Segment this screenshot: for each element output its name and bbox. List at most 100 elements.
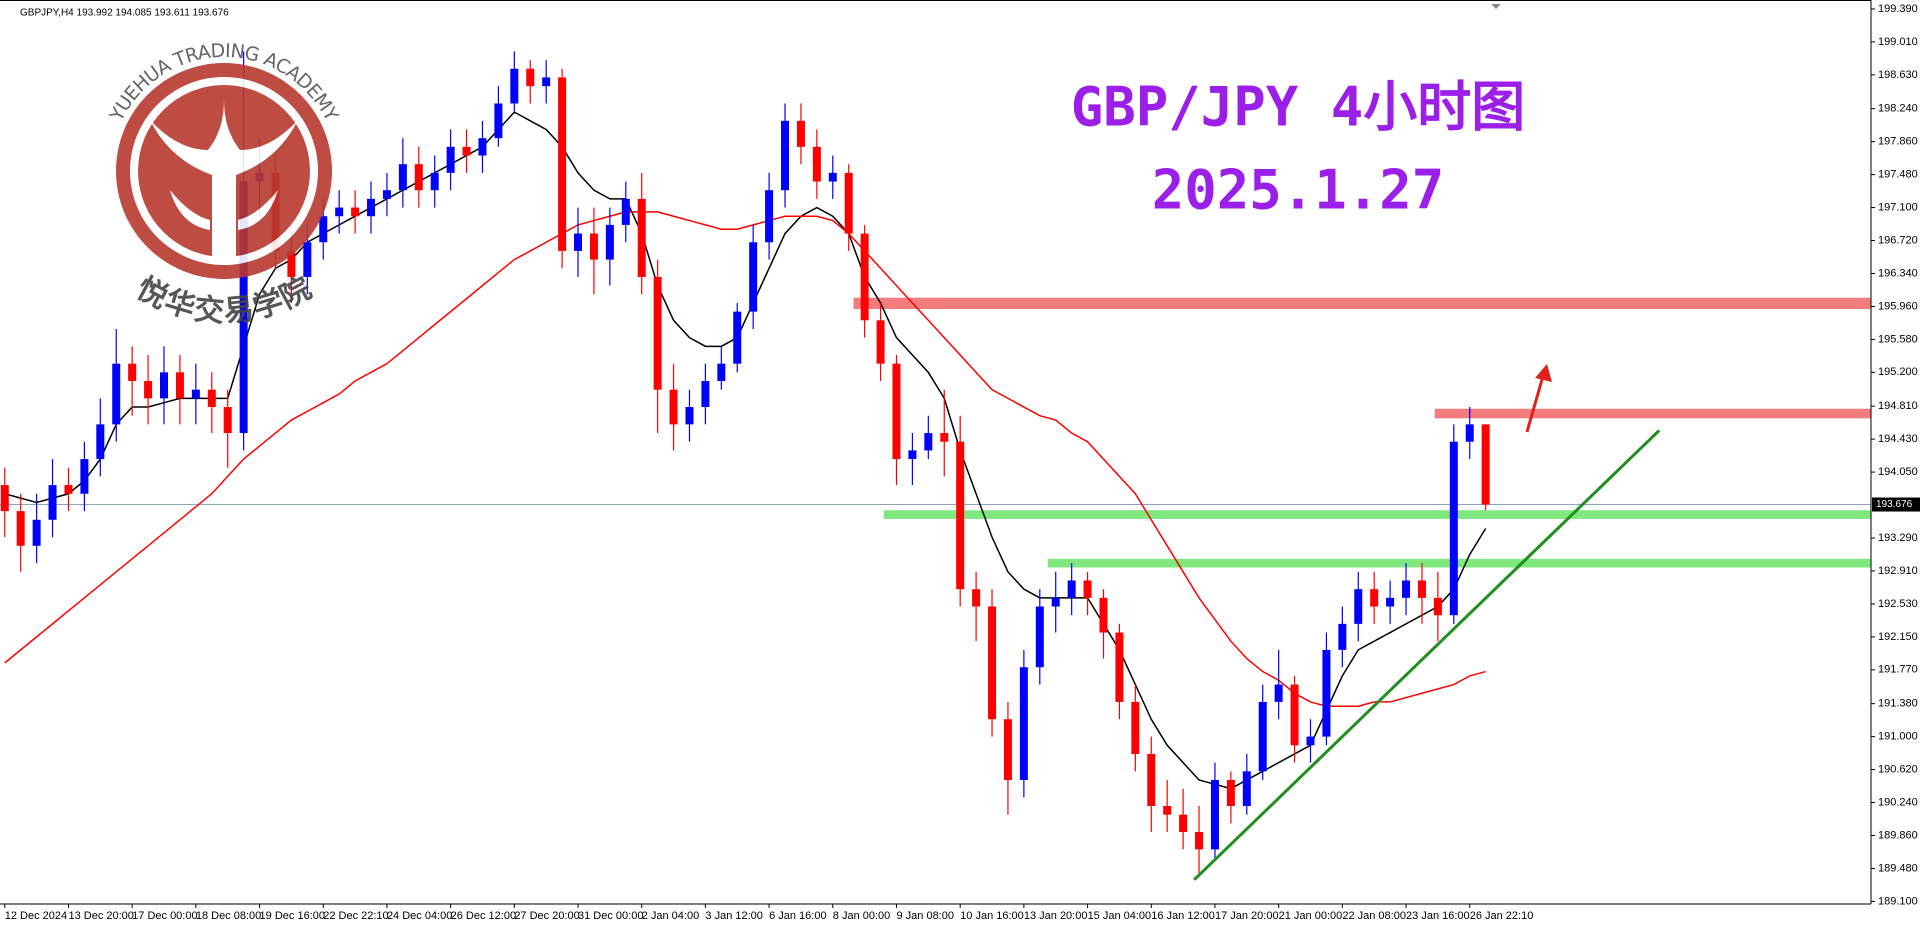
y-tick-label: 195.580: [1878, 333, 1918, 345]
candle-body: [1163, 805, 1172, 815]
y-tick-label: 192.910: [1878, 565, 1918, 577]
candle-body: [1290, 684, 1299, 746]
y-tick-label: 199.390: [1878, 3, 1918, 15]
x-tick-label: 19 Dec 16:00: [260, 910, 325, 922]
candle-body: [637, 198, 646, 277]
current-price-box: [1872, 497, 1920, 512]
x-tick-label: 9 Jan 08:00: [896, 910, 954, 922]
candle-body: [223, 407, 232, 434]
y-tick-label: 199.010: [1878, 36, 1918, 48]
candle-body: [1322, 649, 1331, 737]
candle-body: [876, 320, 885, 364]
y-tick-label: 198.630: [1878, 69, 1918, 81]
arrow-shaft: [1525, 375, 1545, 433]
candle-body: [796, 120, 805, 147]
candle-body: [685, 407, 694, 425]
candle-body: [1115, 632, 1124, 702]
candle-body: [1147, 753, 1156, 806]
candle-body: [749, 242, 758, 312]
candle-body: [144, 381, 153, 399]
x-tick-label: 17 Dec 00:00: [132, 910, 197, 922]
candle-body: [765, 190, 774, 243]
candle-body: [701, 381, 710, 408]
scroll-marker: [1491, 4, 1501, 9]
price-zone: [853, 297, 1871, 310]
current-price-label: 193.676: [1876, 499, 1913, 510]
candle-body: [303, 242, 312, 277]
candle-body: [1067, 580, 1076, 598]
y-tick-label: 193.290: [1878, 532, 1918, 544]
candle-body: [1481, 424, 1490, 505]
candle-body: [0, 485, 9, 512]
candle-body: [844, 172, 853, 234]
candle-body: [239, 181, 248, 434]
candle-body: [287, 250, 296, 277]
candle-body: [1242, 771, 1251, 806]
candle-body: [1433, 597, 1442, 616]
chart-subtitle: 2025.1.27: [1152, 159, 1445, 222]
candle-body: [892, 363, 901, 460]
y-tick-label: 197.860: [1878, 136, 1918, 148]
candle-body: [574, 233, 583, 251]
candle-body: [1370, 589, 1379, 607]
candle-body: [828, 172, 837, 182]
candle-body: [1354, 589, 1363, 624]
x-tick-label: 24 Dec 04:00: [387, 910, 452, 922]
candle-body: [972, 589, 981, 607]
watermark: YUEHUA TRADING ACADEMY 悦华交易学院: [105, 39, 343, 329]
candle-body: [1035, 606, 1044, 668]
candle-body: [956, 441, 965, 590]
moving-average: [4, 211, 1486, 707]
candle-body: [1019, 667, 1028, 780]
candle-body: [589, 233, 598, 260]
candle-body: [351, 207, 360, 217]
symbol-info: GBPJPY,H4 193.992 194.085 193.611 193.67…: [20, 8, 229, 19]
logo-symbol: [150, 100, 298, 260]
y-tick-label: 191.380: [1878, 698, 1918, 710]
candle-body: [319, 216, 328, 243]
y-tick-label: 197.100: [1878, 201, 1918, 213]
logo-leaves: [170, 190, 278, 230]
y-tick-label: 189.100: [1878, 895, 1918, 907]
x-tick-label: 16 Jan 12:00: [1151, 910, 1215, 922]
candle-body: [1226, 779, 1235, 806]
x-tick-label: 31 Dec 00:00: [578, 910, 643, 922]
x-tick-label: 22 Jan 08:00: [1342, 910, 1406, 922]
candle-body: [924, 433, 933, 451]
y-tick-label: 198.240: [1878, 103, 1918, 115]
x-tick-label: 13 Jan 20:00: [1024, 910, 1088, 922]
candle-body: [382, 190, 391, 199]
candle-body: [96, 424, 105, 460]
candle-body: [1179, 814, 1188, 833]
candle-body: [1083, 580, 1092, 598]
y-tick-label: 190.240: [1878, 796, 1918, 808]
candle-body: [32, 519, 41, 546]
moving-average: [4, 111, 1487, 790]
candle-body: [80, 459, 89, 494]
candle-body: [1274, 684, 1283, 702]
y-tick-label: 191.000: [1878, 731, 1918, 743]
candle-body: [1449, 441, 1458, 616]
candle-body: [1465, 424, 1474, 442]
candle-body: [908, 450, 917, 460]
y-tick-label: 189.860: [1878, 829, 1918, 841]
price-zone: [1047, 558, 1871, 568]
y-tick-label: 192.150: [1878, 631, 1918, 643]
x-tick-label: 10 Jan 16:00: [960, 910, 1024, 922]
candle-body: [653, 276, 662, 390]
y-tick-label: 196.720: [1878, 234, 1918, 246]
candle-body: [414, 164, 423, 191]
candle-body: [558, 77, 567, 251]
candle-body: [1195, 832, 1204, 850]
candle-body: [160, 372, 169, 399]
candle-body: [1386, 597, 1395, 607]
x-tick-label: 2 Jan 04:00: [642, 910, 700, 922]
x-tick-label: 13 Dec 20:00: [68, 910, 133, 922]
candle-body: [510, 68, 519, 104]
x-tick-label: 18 Dec 08:00: [196, 910, 261, 922]
candle-body: [191, 389, 200, 399]
candle-body: [812, 146, 821, 182]
y-tick-label: 190.620: [1878, 763, 1918, 775]
candle-body: [1402, 580, 1411, 598]
